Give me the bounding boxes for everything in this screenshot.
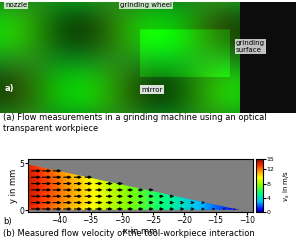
Text: grinding
surface: grinding surface xyxy=(236,40,265,53)
Y-axis label: y in mm: y in mm xyxy=(9,168,18,203)
X-axis label: x in mm: x in mm xyxy=(123,227,158,236)
Text: a): a) xyxy=(5,84,15,93)
Text: (b) Measured flow velocity of the tool-workpiece interaction: (b) Measured flow velocity of the tool-w… xyxy=(3,229,255,238)
Text: b): b) xyxy=(3,217,12,226)
Text: (a) Flow measurements in a grinding machine using an optical
transparent workpie: (a) Flow measurements in a grinding mach… xyxy=(3,113,267,133)
Text: $v_s$ in m/s: $v_s$ in m/s xyxy=(282,169,292,202)
Text: nozzle: nozzle xyxy=(5,2,27,9)
Text: grinding wheel: grinding wheel xyxy=(120,2,172,9)
Text: mirror: mirror xyxy=(141,87,163,93)
